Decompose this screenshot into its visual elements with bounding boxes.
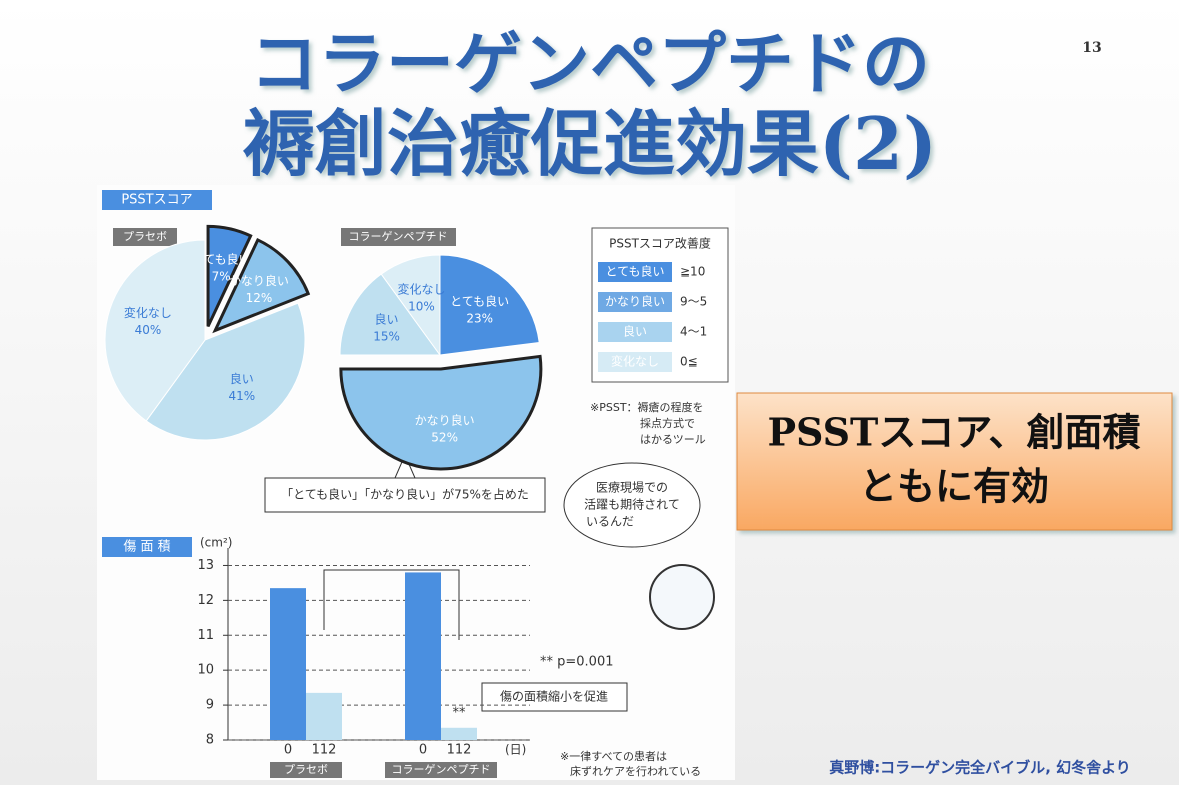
footnote: ※一律すべての患者は [560, 750, 667, 763]
bar [270, 588, 306, 740]
slice-value: 10% [408, 299, 435, 313]
slice-label: とても良い [192, 251, 251, 266]
y-tick-label: 10 [197, 663, 214, 678]
note: 採点方式で [640, 416, 695, 430]
bubble-text: 「とても良い」「かなり良い」が75%を占めた [281, 487, 529, 502]
group-tab [385, 762, 497, 778]
section-tab [102, 190, 212, 210]
slice-label: かなり良い [229, 273, 289, 288]
bubble-text: 医療現場での [596, 481, 668, 495]
callout-text: ともに有効 [859, 464, 1049, 509]
x-tick-label: 112 [312, 743, 337, 758]
bar [306, 692, 342, 740]
x-tick-label: 0 [284, 743, 292, 758]
source: 真野博:コラーゲン完全バイブル, 幻冬舎より [829, 759, 1131, 777]
pie-title-tab [341, 228, 456, 246]
note: ※PSST：褥瘡の程度を [590, 400, 704, 414]
group-label: コラーゲンペプチド [392, 763, 491, 776]
callout-box [736, 392, 1173, 531]
group-label: プラセボ [284, 763, 328, 776]
slice-value: 52% [431, 430, 458, 444]
pie-slice [339, 273, 441, 356]
legend-range: ≧10 [680, 265, 705, 279]
p-value: ** p=0.001 [540, 655, 614, 670]
pie-slice [380, 254, 441, 357]
slice-label: 変化なし [397, 281, 445, 296]
slice-label: 良い [230, 371, 254, 386]
pie-slice [339, 354, 543, 471]
legend-range: 9～5 [680, 295, 707, 309]
x-tick-label: 112 [447, 743, 472, 758]
slice-value: 40% [135, 323, 162, 337]
pie-title-tab [113, 228, 177, 246]
legend-label: 良い [623, 324, 647, 339]
legend-label: とても良い [605, 264, 664, 279]
bar-callout: 傷の面積縮小を促進 [500, 689, 608, 704]
section-label: PSSTスコア [121, 193, 192, 208]
group-tab [270, 762, 342, 778]
bar-callout-box [481, 682, 628, 712]
legend-label: かなり良い [605, 294, 665, 309]
slice-label: 変化なし [124, 305, 172, 320]
slice-label: 良い [375, 311, 399, 326]
legend-swatch [598, 262, 672, 282]
slice-value: 7% [212, 269, 231, 283]
bar [441, 727, 477, 740]
pie-slice [145, 302, 306, 441]
y-axis-label: (cm²) [200, 536, 232, 550]
y-tick-label: 8 [206, 733, 214, 748]
slice-value: 12% [246, 291, 273, 305]
x-axis-label: (日) [505, 743, 526, 757]
legend-swatch [598, 352, 672, 372]
pie-title: プラセボ [123, 230, 167, 243]
title: コラーゲンペプチドの [250, 25, 930, 105]
y-tick-label: 13 [197, 558, 214, 573]
bar [405, 572, 441, 740]
pie-slice [104, 239, 206, 422]
section-label: 傷 面 積 [123, 540, 170, 555]
callout-text: PSSTスコア、創面積 [767, 410, 1140, 455]
y-tick-label: 11 [197, 628, 214, 643]
note: はかるツール [640, 433, 706, 446]
bubble-text: 活躍も期待されて [584, 498, 680, 512]
y-tick-label: 9 [206, 698, 214, 713]
slice-label: かなり良い [415, 412, 475, 427]
page-number: 13 [1082, 40, 1101, 56]
slice-value: 15% [373, 329, 400, 343]
legend-title: PSSTスコア改善度 [609, 236, 711, 251]
slice-label: とても良い [450, 293, 509, 308]
x-tick-label: 0 [419, 743, 427, 758]
slice-value: 23% [466, 311, 493, 325]
footnote: 床ずれケアを行われている [570, 764, 701, 778]
title: 褥創治癒促進効果(2) [243, 101, 937, 186]
slice-value: 41% [228, 389, 255, 403]
y-tick-label: 12 [197, 593, 214, 608]
pie-slice [206, 224, 253, 327]
legend-swatch [598, 292, 672, 312]
pie-slice [439, 254, 540, 356]
bracket [323, 569, 460, 640]
pie-slice [212, 237, 311, 334]
legend-range: 4～1 [680, 325, 707, 339]
bubble-text: いるんだ [586, 515, 634, 529]
legend-label: 変化なし [611, 354, 659, 369]
legend-range: 0≦ [680, 355, 698, 369]
pie-title: コラーゲンペプチド [349, 230, 448, 243]
section-tab [102, 537, 192, 557]
character [649, 564, 715, 630]
legend-swatch [598, 322, 672, 342]
significance: ** [453, 706, 467, 721]
thought-bubble [563, 462, 701, 548]
